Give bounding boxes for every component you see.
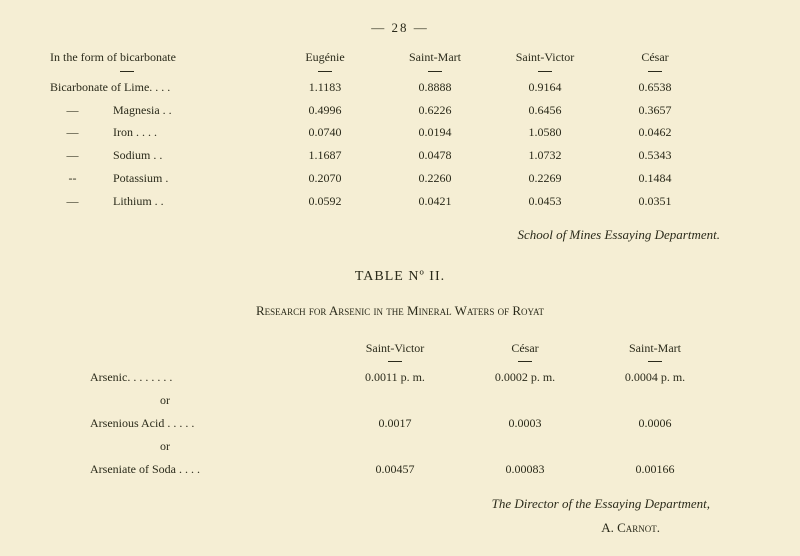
table1-header: César	[600, 46, 710, 76]
table1-cell: 1.0732	[490, 144, 600, 167]
table2-row-label: Arsenious Acid . . . . .	[90, 412, 330, 435]
table1-cell: 0.0478	[380, 144, 490, 167]
table2-cell: 0.0017	[330, 412, 460, 435]
table2-cell	[590, 389, 720, 412]
table1-cell: 0.9164	[490, 76, 600, 99]
table1-cell: 0.0740	[270, 121, 380, 144]
table2-cell: 0.00083	[460, 458, 590, 481]
table2-header: Saint-Mart	[590, 337, 720, 367]
table2-header	[90, 337, 330, 367]
table2-cell: 0.00457	[330, 458, 460, 481]
table1-row-label: Bicarbonate of Lime. . . .	[50, 76, 270, 99]
table2-row-label: or	[90, 389, 330, 412]
table1-cell: 0.2260	[380, 167, 490, 190]
table1-row-label: — Magnesia . .	[50, 99, 270, 122]
table1-cell: 0.3657	[600, 99, 710, 122]
table2-cell: 0.00166	[590, 458, 720, 481]
table2-header: César	[460, 337, 590, 367]
table2-subtitle: Research for Arsenic in the Mineral Wate…	[50, 303, 750, 319]
table1-cell: 0.4996	[270, 99, 380, 122]
table1-cell: 0.2269	[490, 167, 600, 190]
table1-cell: 1.0580	[490, 121, 600, 144]
table2-cell: 0.0003	[460, 412, 590, 435]
table2-cell	[590, 435, 720, 458]
table1-cell: 0.1484	[600, 167, 710, 190]
table1-cell: 1.1687	[270, 144, 380, 167]
table1-cell: 0.6456	[490, 99, 600, 122]
table1-header: Saint-Mart	[380, 46, 490, 76]
table2-cell: 0.0011 p. m.	[330, 366, 460, 389]
table1-cell: 0.0462	[600, 121, 710, 144]
table1-cell: 0.6538	[600, 76, 710, 99]
signer-line: A. Carnot.	[50, 520, 660, 536]
arsenic-table: Saint-VictorCésarSaint-Mart Arsenic. . . …	[90, 337, 750, 481]
table1-cell: 0.8888	[380, 76, 490, 99]
table2-cell	[330, 435, 460, 458]
table2-cell	[460, 389, 590, 412]
table2-cell: 0.0004 p. m.	[590, 366, 720, 389]
table2-row-label: Arseniate of Soda . . . .	[90, 458, 330, 481]
table1-header: Saint-Victor	[490, 46, 600, 76]
table2-row-label: or	[90, 435, 330, 458]
page-number: — 28 —	[50, 20, 750, 36]
director-line: The Director of the Essaying Department,	[50, 496, 710, 512]
table2-cell: 0.0006	[590, 412, 720, 435]
table2-title: TABLE Nº II.	[50, 269, 750, 285]
table1-cell: 0.6226	[380, 99, 490, 122]
table1-cell: 0.0421	[380, 190, 490, 213]
table2-cell	[330, 389, 460, 412]
table1-cell: 0.0194	[380, 121, 490, 144]
table1-row-label: — Sodium . .	[50, 144, 270, 167]
table1-cell: 0.0592	[270, 190, 380, 213]
table1-header: In the form of bicarbonate	[50, 46, 270, 76]
table1-cell: 0.2070	[270, 167, 380, 190]
bicarbonate-table: In the form of bicarbonateEugénieSaint-M…	[50, 46, 750, 213]
table1-cell: 0.0351	[600, 190, 710, 213]
table1-cell: 0.5343	[600, 144, 710, 167]
table1-row-label: -- Potassium .	[50, 167, 270, 190]
table1-cell: 0.0453	[490, 190, 600, 213]
table2-cell: 0.0002 p. m.	[460, 366, 590, 389]
table1-row-label: — Lithium . .	[50, 190, 270, 213]
table1-cell: 1.1183	[270, 76, 380, 99]
table2-cell	[460, 435, 590, 458]
table1-attribution: School of Mines Essaying Department.	[50, 227, 720, 243]
table2-row-label: Arsenic. . . . . . . .	[90, 366, 330, 389]
table1-header: Eugénie	[270, 46, 380, 76]
table1-row-label: — Iron . . . .	[50, 121, 270, 144]
table2-header: Saint-Victor	[330, 337, 460, 367]
